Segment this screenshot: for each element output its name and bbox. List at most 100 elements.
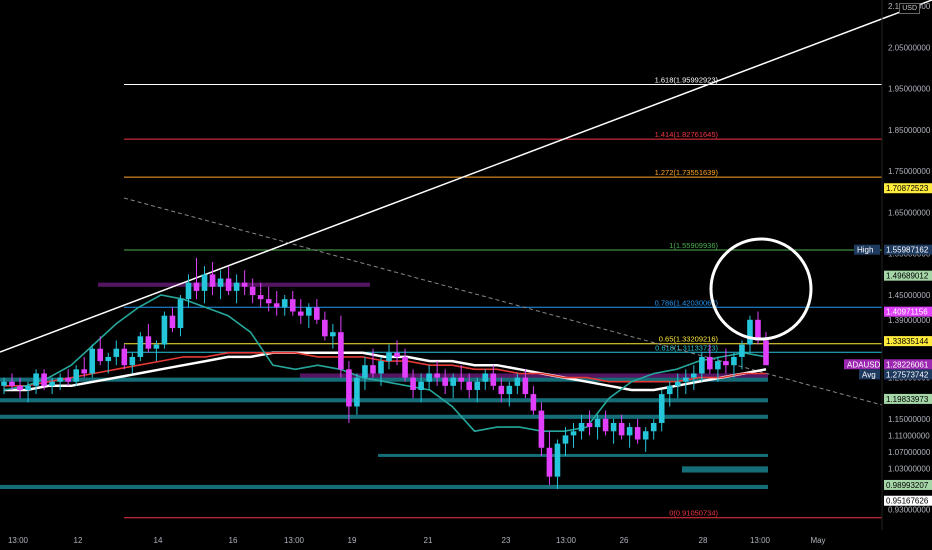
- candle-body: [201, 274, 208, 291]
- candle-body: [434, 373, 440, 378]
- time-tick-label: 13:00: [284, 536, 305, 545]
- candle-body: [305, 307, 312, 316]
- candle-body: [137, 336, 144, 357]
- price-tag-bg: [884, 244, 932, 255]
- candle-body: [105, 356, 112, 362]
- candle-body: [209, 274, 216, 287]
- candle-body: [426, 373, 432, 382]
- candle-body: [626, 427, 633, 436]
- price-tag-bg: [884, 495, 932, 506]
- price-tag-value: 0.95167626: [886, 497, 929, 506]
- zone-band: [0, 414, 768, 419]
- candle-body: [225, 278, 232, 291]
- candle-body: [378, 361, 384, 374]
- candle-body: [362, 365, 368, 378]
- candle-body: [763, 340, 769, 366]
- candle-body: [217, 278, 224, 287]
- candle-body: [650, 422, 657, 432]
- price-tick-label: 1.85000000: [888, 126, 931, 135]
- zone-band: [0, 484, 768, 490]
- candle-body: [490, 373, 497, 386]
- price-tag-label-bg: [859, 369, 880, 380]
- candle-body: [33, 373, 39, 386]
- price-tag-label-bg: [844, 359, 880, 370]
- candle-body: [442, 377, 448, 386]
- candle-body: [570, 431, 577, 436]
- candle-body: [297, 311, 304, 316]
- candle-body: [241, 282, 248, 287]
- price-tick-label: 1.95000000: [888, 85, 931, 94]
- fib-label: 0.65(1.33209216): [659, 335, 719, 344]
- candle-body: [723, 361, 729, 366]
- candle-body: [273, 303, 280, 308]
- candle-body: [634, 427, 641, 440]
- candle-body: [89, 348, 96, 374]
- candle-body: [538, 410, 545, 448]
- candle-body: [322, 319, 328, 337]
- candle-body: [314, 307, 320, 320]
- candle-body: [281, 299, 288, 308]
- candle-body: [530, 394, 537, 411]
- time-tick-label: 21: [424, 536, 433, 545]
- highlight-circle: [709, 237, 813, 341]
- fib-label: 0.786(1.42030067): [655, 298, 719, 307]
- candle-body: [113, 348, 120, 357]
- candle-body: [49, 381, 55, 386]
- price-tag-value: 1.70872523: [886, 184, 929, 193]
- candle-body: [1, 381, 7, 386]
- candle-body: [666, 385, 673, 395]
- candle-body: [354, 377, 360, 407]
- price-tag-layer: 1.70872523 High 1.55987162 1.49689012 1.4097…: [844, 183, 932, 506]
- candle-body: [418, 381, 424, 390]
- price-tag-bg: [884, 336, 932, 347]
- candle-body: [73, 369, 79, 382]
- candle-body: [618, 422, 625, 436]
- price-tag-bg: [884, 359, 932, 370]
- zone-band: [682, 466, 768, 473]
- price-tag-value: 1.40971156: [886, 308, 928, 317]
- price-tag-value: 1.19833973: [886, 395, 929, 404]
- candle-body: [249, 286, 256, 296]
- candle-body: [482, 373, 489, 382]
- price-tick-label: 1.45000000: [888, 291, 931, 300]
- fib-label: 1(1.55909936): [669, 241, 718, 250]
- candle-body: [153, 344, 160, 349]
- candle-body: [658, 394, 665, 423]
- price-tag-value: 1.27573742: [886, 370, 929, 379]
- currency-label[interactable]: USD: [899, 3, 920, 14]
- candle-body: [642, 431, 649, 440]
- candle-layer: [1, 257, 769, 490]
- price-tag-value: 0.98993207: [886, 481, 929, 490]
- indicator-layer: [3, 294, 767, 433]
- candle-body: [586, 422, 593, 428]
- candle-body: [25, 385, 31, 390]
- candle-body: [402, 356, 408, 378]
- trend-line: [0, 0, 932, 353]
- price-tick-label: 1.65000000: [888, 208, 931, 217]
- price-tag-value: 1.28226061: [886, 360, 929, 369]
- candle-body: [41, 373, 47, 386]
- zone-band: [378, 453, 768, 457]
- price-tag-label: Avg: [862, 370, 876, 379]
- time-tick-label: 14: [154, 536, 163, 545]
- candle-body: [522, 377, 529, 395]
- candle-body: [674, 381, 681, 386]
- candle-body: [691, 373, 697, 378]
- fib-label: 1.272(1.73551639): [655, 168, 719, 177]
- candle-body: [731, 356, 737, 366]
- price-tag-bg: [884, 479, 932, 490]
- candle-body: [9, 381, 15, 386]
- candle-body: [57, 377, 63, 382]
- candle-body: [506, 385, 513, 395]
- candle-body: [458, 377, 465, 382]
- candle-body: [233, 282, 240, 291]
- price-tick-label: 1.39000000: [888, 316, 931, 325]
- time-axis: 13:00 12 14 16 13:00 19 21 23 13:00 26 28 13:00 May: [8, 536, 826, 545]
- time-tick-label: 13:00: [750, 536, 771, 545]
- indicator-line: [4, 351, 767, 392]
- price-tag-value: 1.49689012: [886, 272, 929, 281]
- fib-label: 1.618(1.95992923): [655, 76, 719, 85]
- price-tag-bg: [884, 393, 932, 404]
- time-tick-label: 26: [620, 536, 629, 545]
